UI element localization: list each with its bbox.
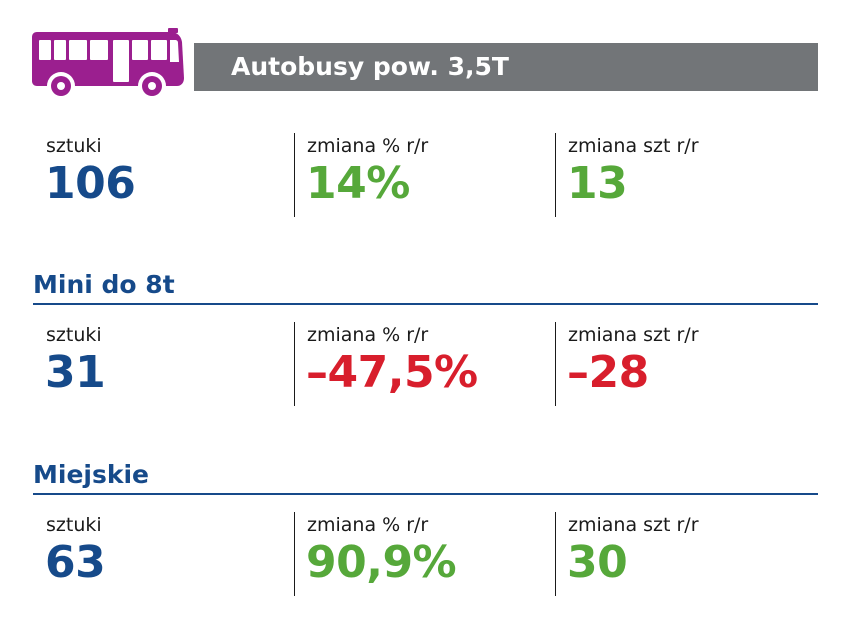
title-bar: Autobusy pow. 3,5T	[194, 43, 818, 91]
stat-cell-zmiana-szt: zmiana szt r/r 13	[555, 133, 816, 217]
stat-value: –28	[567, 347, 649, 398]
section-heading-miejskie: Miejskie	[33, 460, 150, 489]
stat-value: 90,9%	[306, 537, 457, 588]
stat-value: 106	[45, 158, 136, 209]
stat-cell-sztuki: sztuki 31	[34, 322, 274, 406]
stat-label: zmiana szt r/r	[568, 324, 699, 346]
stat-cell-sztuki: sztuki 63	[34, 512, 274, 596]
stat-label: sztuki	[46, 514, 102, 536]
stat-label: zmiana % r/r	[307, 514, 429, 536]
stat-label: zmiana szt r/r	[568, 135, 699, 157]
stat-label: sztuki	[46, 135, 102, 157]
stat-label: zmiana % r/r	[307, 324, 429, 346]
bus-icon	[32, 28, 184, 100]
stat-label: zmiana szt r/r	[568, 514, 699, 536]
stat-value: 13	[567, 158, 628, 209]
stat-label: zmiana % r/r	[307, 135, 429, 157]
stat-value: 30	[567, 537, 628, 588]
stat-cell-zmiana-procent: zmiana % r/r –47,5%	[294, 322, 535, 406]
section-divider	[33, 303, 818, 305]
stat-cell-zmiana-szt: zmiana szt r/r –28	[555, 322, 816, 406]
stat-cell-zmiana-procent: zmiana % r/r 90,9%	[294, 512, 535, 596]
stat-value: –47,5%	[306, 347, 478, 398]
stat-cell-zmiana-procent: zmiana % r/r 14%	[294, 133, 535, 217]
section-heading-mini: Mini do 8t	[33, 270, 175, 299]
page-title: Autobusy pow. 3,5T	[231, 52, 509, 81]
stat-label: sztuki	[46, 324, 102, 346]
stat-value: 14%	[306, 158, 410, 209]
stat-value: 63	[45, 537, 106, 588]
section-divider	[33, 493, 818, 495]
stat-value: 31	[45, 347, 106, 398]
stat-cell-sztuki: sztuki 106	[34, 133, 274, 217]
stat-cell-zmiana-szt: zmiana szt r/r 30	[555, 512, 816, 596]
